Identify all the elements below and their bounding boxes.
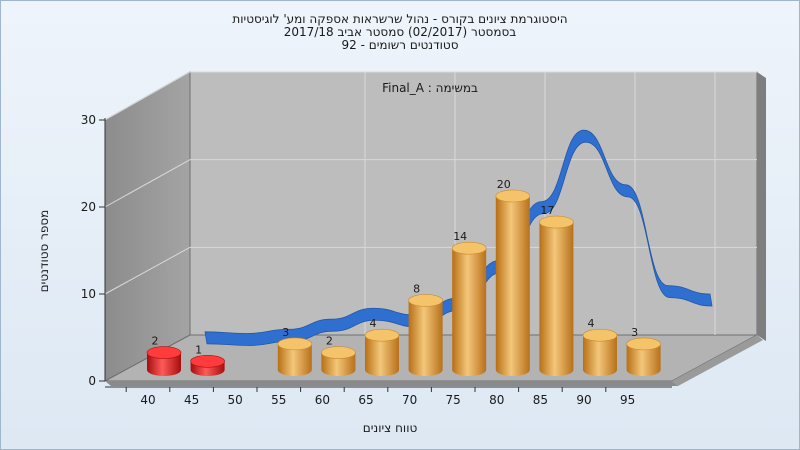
bar-body-75 — [452, 248, 487, 376]
bar-top-45 — [190, 354, 225, 368]
bar-65: 4 — [364, 317, 400, 376]
x-tick-label-4: 60 — [315, 393, 330, 407]
bar-body-55 — [277, 343, 312, 376]
y-tick-label-2: 20 — [81, 200, 96, 214]
bar-top-75 — [451, 241, 487, 255]
floor-front-edge — [105, 381, 678, 386]
y-axis-label: מספר סטודנטים — [37, 210, 51, 293]
y-tick-label-0: 0 — [88, 374, 96, 388]
data-label-80: 20 — [497, 178, 511, 191]
bar-body-85 — [539, 222, 574, 376]
tick-labels: 0 10 20 30 40 45 50 55 60 65 70 75 80 85 90 95 — [81, 113, 672, 407]
bar-75: 14 — [451, 230, 487, 376]
data-label-75: 14 — [453, 230, 467, 243]
bar-top-85 — [539, 215, 574, 229]
bar-60: 2 — [321, 335, 356, 376]
bar-45: 1 — [190, 343, 225, 376]
bar-85: 17 — [539, 204, 574, 376]
grid-lines — [104, 71, 757, 335]
x-tick-label-7: 75 — [446, 393, 461, 407]
data-label-85: 17 — [540, 204, 554, 217]
data-label-45: 1 — [195, 343, 202, 356]
bar-top-65 — [364, 328, 400, 342]
bars: 2 1 3 2 4 8 14 20 17 4 3 — [146, 178, 661, 376]
bar-body-90 — [583, 335, 617, 376]
data-label-40: 2 — [152, 335, 159, 348]
bar-80: 20 — [495, 178, 531, 376]
y-tick-label-3: 30 — [81, 113, 96, 127]
bar-body-95 — [626, 343, 661, 376]
x-tick-label-0: 40 — [140, 393, 155, 407]
bar-body-80 — [495, 196, 530, 376]
back-wall-shadow — [757, 72, 766, 341]
floor-side-edge — [672, 335, 763, 386]
data-label-65: 4 — [370, 317, 377, 330]
x-tick-label-9: 85 — [533, 393, 548, 407]
x-tick-label-5: 65 — [358, 393, 373, 407]
bar-body-65 — [365, 335, 399, 376]
x-tick-label-10: 90 — [576, 393, 591, 407]
data-label-70: 8 — [413, 282, 420, 295]
x-tick-label-8: 80 — [489, 393, 504, 407]
y-tick-label-1: 10 — [81, 287, 96, 301]
data-label-95: 3 — [631, 326, 638, 339]
bar-top-80 — [495, 189, 531, 203]
bar-body-60 — [321, 352, 356, 376]
annotation-label: במשימה : Final_A — [382, 81, 478, 95]
bar-55: 3 — [277, 326, 313, 376]
grid-line-left-1 — [104, 246, 191, 295]
bar-90: 4 — [582, 317, 618, 376]
bar-70: 8 — [408, 282, 443, 376]
x-tick-label-3: 55 — [271, 393, 286, 407]
data-label-90: 4 — [588, 317, 595, 330]
bar-body-70 — [408, 300, 443, 376]
grid-line-left-3 — [104, 71, 191, 121]
x-tick-label-11: 95 — [620, 393, 635, 407]
bar-40: 2 — [146, 335, 182, 376]
grid-line-left-2 — [104, 159, 191, 208]
bar-top-90 — [582, 328, 618, 342]
x-tick-label-2: 50 — [228, 393, 243, 407]
data-label-55: 3 — [282, 326, 289, 339]
chart-subtitle-enrolled: סטודנטים רשומים - 92 — [341, 38, 459, 52]
bar-top-95 — [626, 337, 661, 351]
bar-body-40 — [147, 352, 181, 376]
bar-95: 3 — [626, 326, 661, 376]
x-tick-label-6: 70 — [402, 393, 417, 407]
bar-top-55 — [277, 337, 313, 351]
x-tick-label-1: 45 — [184, 393, 199, 407]
data-label-60: 2 — [326, 335, 333, 348]
left-wall — [104, 71, 191, 382]
chart-subtitle: בסמסטר (02/2017) סמסטר אביב 2017/18 — [283, 25, 517, 39]
bar-top-40 — [146, 346, 182, 359]
x-axis-label: טווח ציונים — [363, 421, 418, 435]
bar-top-70 — [408, 294, 443, 307]
chart-title: היסטוגרמת ציונים בקורס - נהול שרשראות אס… — [232, 12, 568, 26]
bar-top-60 — [321, 346, 356, 359]
